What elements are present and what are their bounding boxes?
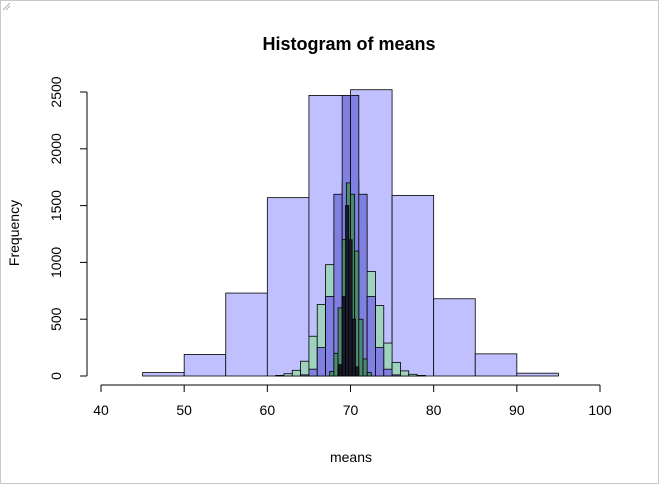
histogram-bar-s1-14 bbox=[391, 361, 401, 377]
histogram-bar-s4-2 bbox=[345, 205, 350, 377]
histogram-bar-s4-0 bbox=[338, 364, 343, 377]
histogram-bar-s1-17 bbox=[416, 375, 426, 377]
histogram-bar-s3-7 bbox=[358, 318, 364, 377]
y-tick-label: 500 bbox=[48, 307, 64, 331]
histogram-bar-s4-1 bbox=[341, 296, 346, 377]
histogram-bar-s0-2 bbox=[225, 292, 268, 377]
histogram-bar-s4-3 bbox=[348, 239, 353, 377]
histogram-bar-s1-1 bbox=[283, 373, 293, 377]
x-axis: 40 50 60 70 80 90 100 bbox=[93, 384, 612, 418]
histogram-bar-s3-0 bbox=[329, 371, 335, 377]
histogram-bar-s1-0 bbox=[275, 375, 285, 377]
histogram-bar-s1-3 bbox=[300, 360, 310, 377]
histogram-bar-s2-8 bbox=[366, 296, 376, 377]
y-axis: 0 500 1000 1500 2000 2500 bbox=[48, 76, 88, 380]
histogram-bar-s4-5 bbox=[355, 366, 360, 377]
y-tick-label: 1000 bbox=[48, 247, 64, 278]
histogram-bar-s1-2 bbox=[291, 369, 301, 377]
x-tick-label: 100 bbox=[588, 402, 612, 418]
histogram-bar-s3-8 bbox=[362, 358, 368, 377]
x-tick-label: 60 bbox=[260, 402, 276, 418]
chart-title: Histogram of means bbox=[262, 34, 435, 54]
histogram-bar-s4-4 bbox=[351, 318, 356, 377]
x-tick-label: 50 bbox=[176, 402, 192, 418]
x-axis-label: means bbox=[330, 449, 372, 465]
y-tick-label: 2500 bbox=[48, 76, 64, 107]
histogram-bar-s2-3 bbox=[325, 296, 335, 377]
histogram-bar-s2-11 bbox=[391, 374, 401, 377]
y-tick-label: 2000 bbox=[48, 133, 64, 164]
histogram-bar-s3-1 bbox=[333, 352, 339, 377]
x-tick-label: 70 bbox=[343, 402, 359, 418]
histogram-bar-s2-10 bbox=[383, 368, 393, 377]
x-tick-label: 40 bbox=[93, 402, 109, 418]
histogram-bar-s0-6 bbox=[391, 194, 435, 377]
bar-layer bbox=[142, 89, 559, 377]
histogram-bar-s3-9 bbox=[366, 372, 372, 377]
x-tick-label: 80 bbox=[426, 402, 442, 418]
histogram-bar-s0-7 bbox=[433, 298, 476, 377]
histogram-bar-s0-8 bbox=[474, 353, 518, 377]
histogram-bar-s0-3 bbox=[266, 197, 310, 377]
histogram-bar-s0-1 bbox=[183, 354, 227, 377]
histogram-bar-s2-1 bbox=[308, 368, 318, 377]
histogram-bar-s2-0 bbox=[300, 374, 310, 377]
histogram-bar-s2-2 bbox=[316, 347, 326, 377]
histogram-bar-s0-9 bbox=[516, 372, 559, 377]
resize-grip-icon[interactable] bbox=[1, 1, 11, 11]
x-tick-label: 90 bbox=[509, 402, 525, 418]
histogram-bar-s2-9 bbox=[375, 347, 385, 377]
y-axis-label: Frequency bbox=[6, 200, 22, 266]
y-tick-label: 0 bbox=[48, 372, 64, 380]
y-tick-label: 1500 bbox=[48, 190, 64, 221]
histogram-bar-s0-0 bbox=[142, 372, 185, 377]
histogram-bar-s1-16 bbox=[408, 373, 418, 377]
histogram-bar-s1-15 bbox=[399, 370, 410, 377]
